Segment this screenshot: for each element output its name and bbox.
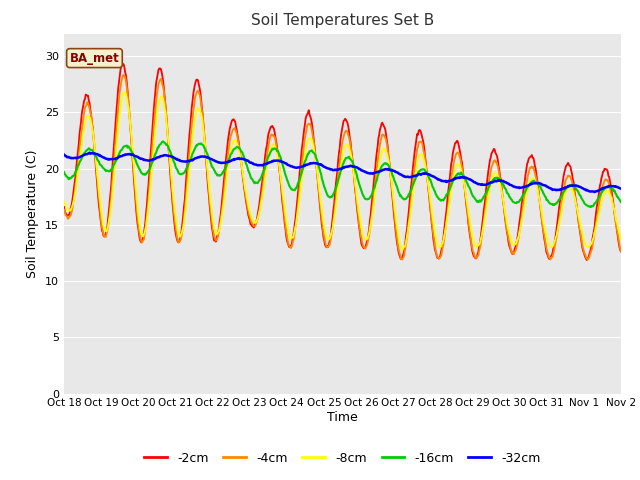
Text: BA_met: BA_met xyxy=(70,51,119,65)
Legend: -2cm, -4cm, -8cm, -16cm, -32cm: -2cm, -4cm, -8cm, -16cm, -32cm xyxy=(140,447,545,469)
Y-axis label: Soil Temperature (C): Soil Temperature (C) xyxy=(26,149,40,278)
X-axis label: Time: Time xyxy=(327,411,358,424)
Title: Soil Temperatures Set B: Soil Temperatures Set B xyxy=(251,13,434,28)
